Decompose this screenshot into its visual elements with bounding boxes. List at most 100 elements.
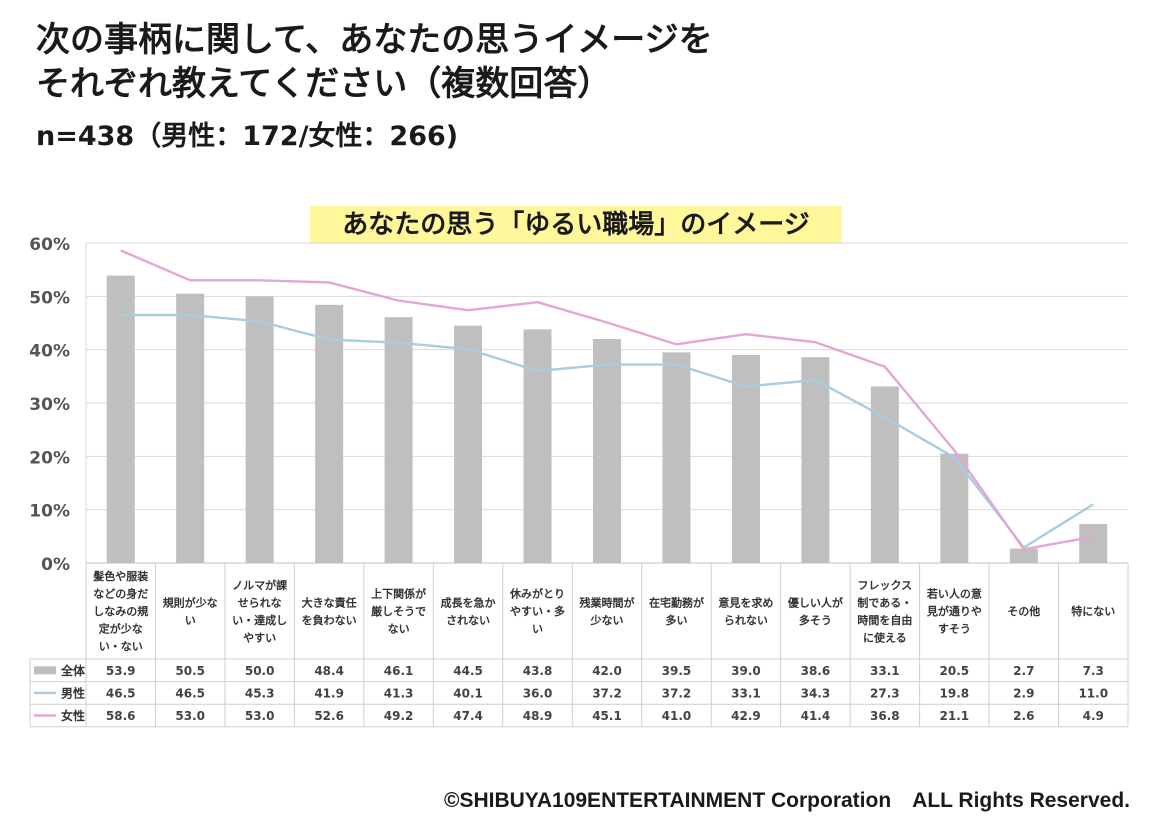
data-value: 11.0: [1078, 686, 1108, 700]
bar: [593, 339, 621, 563]
category-label: 若い人の意: [927, 587, 982, 601]
bar: [1009, 548, 1038, 563]
data-value: 33.1: [731, 686, 761, 700]
category-label: 多そう: [799, 613, 832, 627]
category-label: 大きな責任: [302, 595, 357, 609]
series-line: [120, 313, 1094, 549]
bar: [315, 304, 344, 563]
category-label: 定が少な: [99, 622, 143, 636]
category-label: 休みがとり: [509, 587, 565, 601]
category-label: い: [532, 623, 543, 636]
data-value: 53.9: [106, 664, 136, 678]
bar: [106, 275, 135, 563]
bar: [245, 296, 274, 563]
data-value: 20.5: [940, 664, 970, 678]
data-value: 41.3: [384, 686, 414, 700]
data-value: 39.0: [731, 664, 761, 678]
y-tick-label: 30%: [29, 395, 70, 415]
data-value: 19.8: [940, 686, 970, 700]
category-label: 成長を急か: [441, 595, 496, 609]
data-value: 27.3: [870, 686, 900, 700]
data-value: 33.1: [870, 664, 900, 678]
data-value: 2.7: [1013, 664, 1034, 678]
data-value: 7.3: [1083, 664, 1104, 678]
y-tick-label: 40%: [29, 342, 70, 362]
category-label: やすい・多: [510, 604, 565, 618]
category-label: ない: [388, 623, 410, 636]
data-value: 41.0: [662, 709, 692, 723]
category-label: せられな: [238, 596, 282, 609]
data-value: 45.3: [245, 686, 275, 700]
bar: [176, 293, 205, 563]
data-value: 2.6: [1013, 709, 1034, 723]
data-value: 52.6: [314, 709, 344, 723]
bar: [870, 386, 899, 563]
category-label: 意見を求め: [718, 595, 773, 609]
category-label: い・ない: [99, 640, 143, 653]
category-label: い: [185, 614, 196, 627]
data-value: 47.4: [453, 709, 483, 723]
data-value: 34.3: [801, 686, 831, 700]
data-value: 39.5: [662, 664, 692, 678]
legend-key: [34, 666, 56, 675]
category-label: い・達成し: [232, 613, 287, 627]
category-label: 特にない: [1071, 604, 1115, 618]
data-value: 46.5: [175, 686, 205, 700]
data-value: 2.9: [1013, 686, 1034, 700]
category-label: されない: [446, 614, 490, 627]
category-label: その他: [1007, 604, 1040, 618]
data-value: 48.4: [314, 664, 344, 678]
data-value: 46.1: [384, 664, 414, 678]
category-label: 髪色や服装: [92, 569, 148, 583]
data-value: 36.0: [523, 686, 553, 700]
data-value: 41.4: [801, 709, 831, 723]
category-label: 多い: [665, 613, 687, 627]
data-value: 41.9: [314, 686, 344, 700]
category-label: 厳しそうで: [371, 604, 426, 618]
copyright: ©SHIBUYA109ENTERTAINMENT Corporation ALL…: [443, 789, 1130, 812]
y-tick-label: 50%: [29, 288, 70, 308]
data-value: 46.5: [106, 686, 136, 700]
data-value: 21.1: [940, 709, 970, 723]
category-label: 在宅勤務が: [649, 595, 704, 609]
data-value: 36.8: [870, 709, 900, 723]
bar: [454, 325, 483, 563]
data-value: 58.6: [106, 709, 136, 723]
data-value: 38.6: [801, 664, 831, 678]
category-label: ノルマが課: [232, 578, 288, 592]
bar: [523, 329, 552, 563]
data-value: 50.5: [175, 664, 205, 678]
category-label: 制である・: [857, 595, 912, 609]
bar: [1079, 524, 1108, 563]
data-value: 42.0: [592, 664, 622, 678]
category-label: られない: [724, 614, 768, 627]
category-label: 時間を自由: [857, 613, 912, 627]
data-value: 40.1: [453, 686, 483, 700]
data-value: 44.5: [453, 664, 483, 678]
data-value: 53.0: [175, 709, 205, 723]
data-value: 37.2: [592, 686, 622, 700]
data-value: 45.1: [592, 709, 622, 723]
category-label: 規則が少な: [163, 595, 218, 609]
category-label: 優しい人が: [787, 595, 843, 609]
headline-line-2: それぞれ教えてください（複数回答）: [36, 64, 612, 104]
category-label: 見が通りや: [926, 604, 982, 618]
series-name: 女性: [61, 708, 85, 723]
y-tick-label: 10%: [29, 502, 70, 522]
category-label: 少ない: [590, 613, 624, 627]
y-tick-label: 20%: [29, 448, 70, 468]
data-value: 42.9: [731, 709, 761, 723]
bar: [731, 355, 760, 563]
headline: 次の事柄に関して、あなたの思うイメージを それぞれ教えてください（複数回答）: [36, 18, 713, 106]
category-label: フレックス: [858, 579, 913, 592]
category-label: すそう: [938, 623, 971, 636]
sample-size: n=438（男性：172/女性：266): [36, 121, 459, 152]
series-line: [120, 249, 1094, 551]
data-value: 49.2: [384, 709, 414, 723]
y-tick-label: 60%: [29, 235, 70, 255]
bar: [662, 352, 691, 563]
data-value: 50.0: [245, 664, 275, 678]
category-label: などの身だ: [93, 587, 148, 601]
category-label: を負わない: [302, 613, 357, 627]
